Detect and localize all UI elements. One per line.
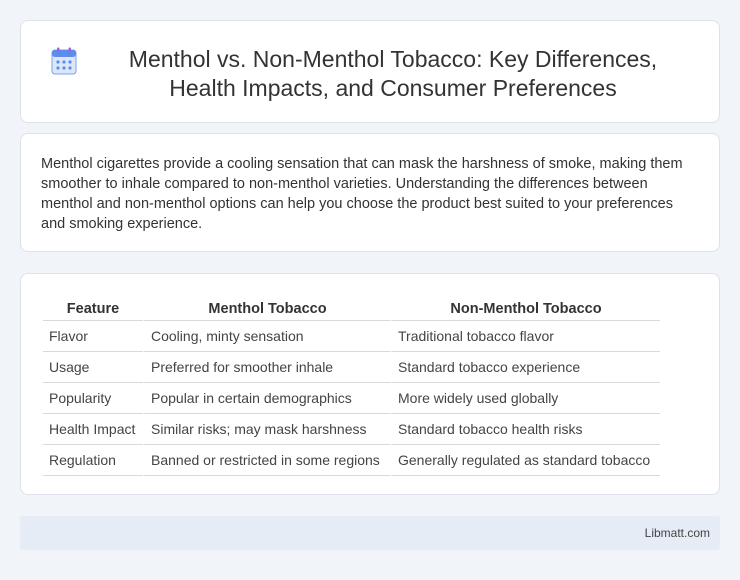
column-header-feature: Feature [43, 294, 143, 321]
table-row: Regulation Banned or restricted in some … [43, 445, 660, 476]
footer-bar: Libmatt.com [20, 516, 720, 550]
footer-brand-link[interactable]: Libmatt.com [644, 526, 710, 540]
table-cell: Flavor [43, 321, 143, 352]
calendar-icon [51, 47, 77, 75]
comparison-card: Feature Menthol Tobacco Non-Menthol Toba… [20, 273, 720, 495]
table-cell: Popular in certain demographics [143, 383, 390, 414]
table-cell: Cooling, minty sensation [143, 321, 390, 352]
table-cell: Similar risks; may mask harshness [143, 414, 390, 445]
comparison-table: Feature Menthol Tobacco Non-Menthol Toba… [43, 294, 660, 476]
table-cell: Standard tobacco health risks [390, 414, 660, 445]
table-cell: Usage [43, 352, 143, 383]
column-header-non-menthol: Non-Menthol Tobacco [390, 294, 660, 321]
column-header-menthol: Menthol Tobacco [143, 294, 390, 321]
table-cell: Banned or restricted in some regions [143, 445, 390, 476]
title-row: Menthol vs. Non-Menthol Tobacco: Key Dif… [21, 21, 719, 103]
table-cell: Health Impact [43, 414, 143, 445]
table-cell: Generally regulated as standard tobacco [390, 445, 660, 476]
intro-paragraph: Menthol cigarettes provide a cooling sen… [41, 156, 683, 232]
table-cell: More widely used globally [390, 383, 660, 414]
table-cell: Preferred for smoother inhale [143, 352, 390, 383]
table-header-row: Feature Menthol Tobacco Non-Menthol Toba… [43, 294, 660, 321]
table-cell: Traditional tobacco flavor [390, 321, 660, 352]
table-row: Popularity Popular in certain demographi… [43, 383, 660, 414]
table-row: Flavor Cooling, minty sensation Traditio… [43, 321, 660, 352]
intro-card: Menthol cigarettes provide a cooling sen… [20, 133, 720, 252]
table-cell: Standard tobacco experience [390, 352, 660, 383]
table-cell: Regulation [43, 445, 143, 476]
table-row: Health Impact Similar risks; may mask ha… [43, 414, 660, 445]
header-card: Menthol vs. Non-Menthol Tobacco: Key Dif… [20, 20, 720, 123]
table-cell: Popularity [43, 383, 143, 414]
page-title: Menthol vs. Non-Menthol Tobacco: Key Dif… [128, 46, 658, 101]
table-row: Usage Preferred for smoother inhale Stan… [43, 352, 660, 383]
